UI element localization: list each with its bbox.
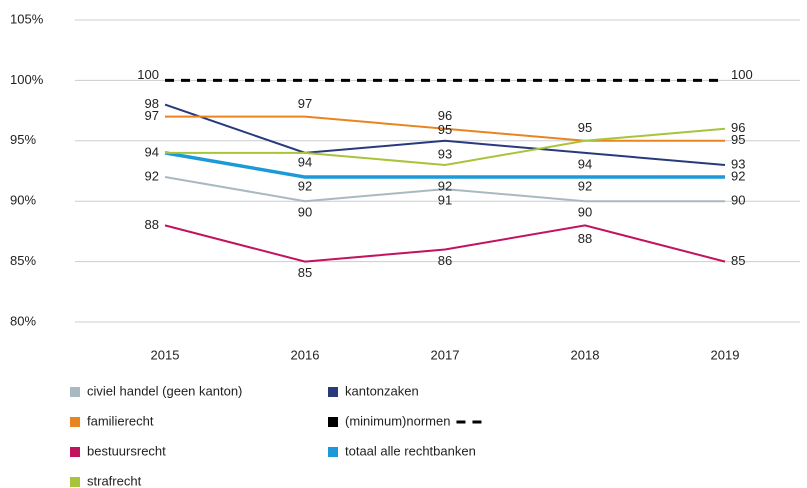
data-label: 95 bbox=[578, 120, 592, 135]
data-label: 88 bbox=[145, 217, 159, 232]
data-label: 97 bbox=[145, 108, 159, 123]
data-label: 85 bbox=[731, 253, 745, 268]
legend-label: civiel handel (geen kanton) bbox=[87, 383, 242, 398]
data-label: 86 bbox=[438, 253, 452, 268]
legend-swatch bbox=[328, 387, 338, 397]
series-line bbox=[165, 115, 725, 142]
data-label: 91 bbox=[438, 193, 452, 208]
data-label: 92 bbox=[438, 178, 452, 193]
x-tick-label: 2017 bbox=[431, 347, 460, 362]
y-tick-label: 85% bbox=[10, 253, 36, 268]
data-label: 100 bbox=[731, 67, 753, 82]
data-label: 94 bbox=[145, 144, 159, 159]
data-label: 85 bbox=[298, 265, 312, 280]
data-label: 92 bbox=[578, 178, 592, 193]
y-tick-label: 100% bbox=[10, 72, 44, 87]
data-label: 94 bbox=[298, 154, 312, 169]
data-label: 88 bbox=[578, 231, 592, 246]
data-label: 98 bbox=[145, 96, 159, 111]
x-tick-label: 2015 bbox=[151, 347, 180, 362]
series-line bbox=[164, 224, 726, 263]
y-tick-label: 95% bbox=[10, 132, 36, 147]
series-line bbox=[164, 151, 725, 179]
legend-swatch bbox=[70, 387, 80, 397]
x-tick-label: 2019 bbox=[711, 347, 740, 362]
legend-label: strafrecht bbox=[87, 473, 142, 488]
data-label: 93 bbox=[731, 156, 745, 171]
data-label: 100 bbox=[137, 67, 159, 82]
data-label: 96 bbox=[438, 108, 452, 123]
data-label: 90 bbox=[578, 205, 592, 220]
series-line bbox=[165, 127, 726, 166]
legend-label: familierecht bbox=[87, 413, 154, 428]
data-label: 90 bbox=[298, 205, 312, 220]
y-tick-label: 80% bbox=[10, 313, 36, 328]
data-label: 92 bbox=[298, 178, 312, 193]
x-tick-label: 2018 bbox=[571, 347, 600, 362]
data-label: 90 bbox=[731, 193, 745, 208]
series-line bbox=[164, 103, 726, 166]
legend-swatch bbox=[328, 447, 338, 457]
y-tick-label: 90% bbox=[10, 193, 36, 208]
legend-swatch bbox=[70, 477, 80, 487]
data-label: 96 bbox=[731, 120, 745, 135]
data-label: 95 bbox=[438, 122, 452, 137]
data-label: 93 bbox=[438, 146, 452, 161]
data-label: 97 bbox=[298, 96, 312, 111]
legend-label: kantonzaken bbox=[345, 383, 419, 398]
y-tick-label: 105% bbox=[10, 11, 44, 26]
legend-swatch bbox=[70, 447, 80, 457]
legend-swatch bbox=[70, 417, 80, 427]
data-label: 94 bbox=[578, 156, 592, 171]
legend-label: totaal alle rechtbanken bbox=[345, 443, 476, 458]
data-label: 92 bbox=[145, 168, 159, 183]
legend-label: (minimum)normen bbox=[345, 413, 450, 428]
legend-label: bestuursrecht bbox=[87, 443, 166, 458]
series-line bbox=[164, 176, 725, 203]
x-tick-label: 2016 bbox=[291, 347, 320, 362]
data-label: 92 bbox=[731, 168, 745, 183]
legend-swatch bbox=[328, 417, 338, 427]
data-label: 95 bbox=[731, 132, 745, 147]
